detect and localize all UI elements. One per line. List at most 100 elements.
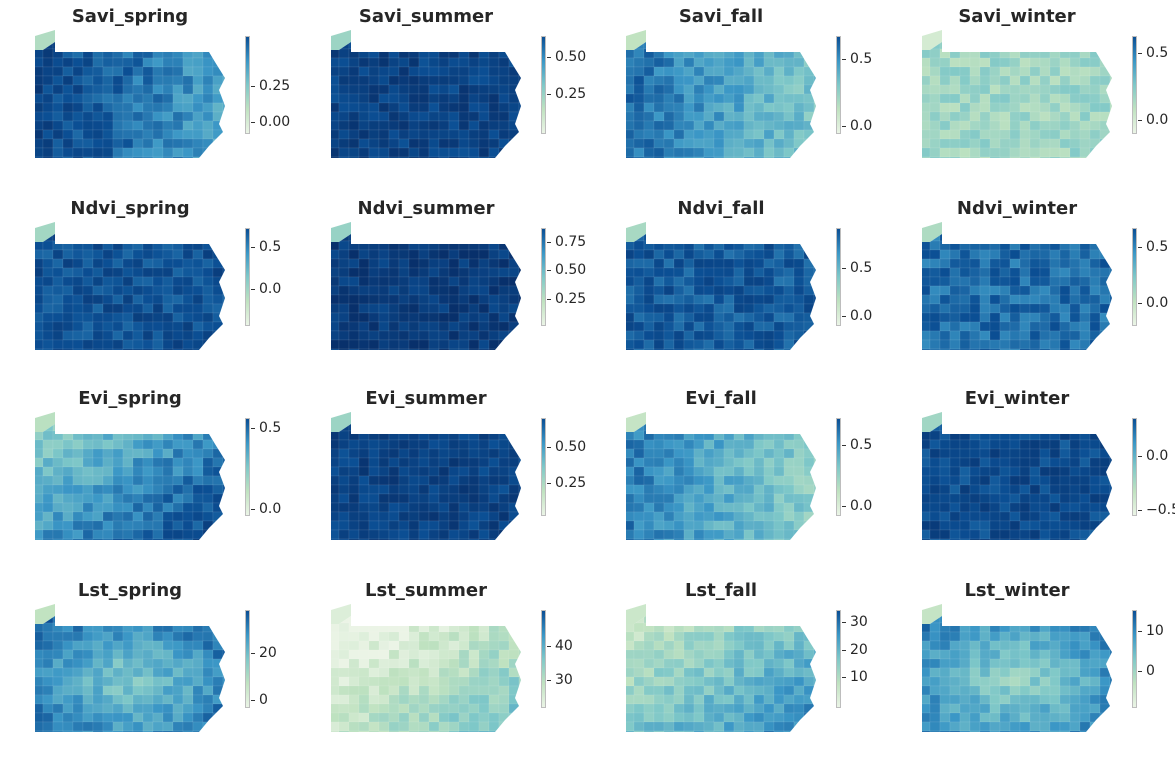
map-panel: Lst_winter 10 0	[902, 574, 1175, 764]
map-panel: Evi_fall 0.5 0.0	[606, 382, 902, 572]
state-choropleth-map	[331, 222, 521, 350]
lake-erie-tip	[35, 222, 55, 242]
colorbar-tick-label: 0.5	[259, 239, 282, 255]
panel-title: Savi_fall	[678, 6, 764, 27]
colorbar	[836, 610, 841, 708]
state-choropleth-map	[35, 222, 225, 350]
colorbar-tick-label: 0.00	[259, 114, 291, 130]
map-panel: Lst_fall 30 20 10	[606, 574, 902, 764]
panel-title: Evi_fall	[685, 388, 757, 409]
lake-erie-tip	[331, 30, 351, 50]
colorbar-tick-label: 20	[259, 645, 277, 661]
colorbar-tick-label: 0.0	[1146, 295, 1169, 311]
lake-erie-tip	[922, 222, 942, 242]
colorbar-tick-label: 0.5	[1146, 239, 1169, 255]
lake-erie-tip	[35, 412, 55, 432]
colorbar-tick-label: 0.25	[555, 291, 587, 307]
lake-erie-tip	[35, 604, 55, 624]
colorbar	[1132, 610, 1137, 708]
colorbar-tick-label: 0	[1146, 663, 1155, 679]
lake-erie-tip	[626, 222, 646, 242]
colorbar	[541, 36, 546, 134]
state-choropleth-map	[626, 412, 816, 540]
colorbar-tick-label: 0.50	[555, 262, 587, 278]
colorbar	[245, 36, 250, 134]
panel-title: Evi_summer	[365, 388, 487, 409]
colorbar-tick-label: 0.25	[555, 86, 587, 102]
map-panel: Lst_spring 20 0	[15, 574, 311, 764]
colorbar-tick-label: 0.5	[1146, 45, 1169, 61]
map-panel: Savi_winter 0.5 0.0	[902, 0, 1175, 190]
colorbar-tick-label: 0.0	[259, 501, 282, 517]
state-choropleth-map	[626, 30, 816, 158]
colorbar-tick-label: 30	[850, 614, 868, 630]
state-choropleth-map	[35, 604, 225, 732]
map-panel: Ndvi_fall 0.5 0.0	[606, 192, 902, 382]
colorbar-tick-label: 0.50	[555, 439, 587, 455]
map-panel: Savi_spring 0.25 0.00	[15, 0, 311, 190]
lake-erie-tip	[626, 412, 646, 432]
state-choropleth-map	[922, 222, 1112, 350]
lake-erie-tip	[626, 30, 646, 50]
lake-erie-tip	[331, 222, 351, 242]
state-choropleth-map	[626, 222, 816, 350]
map-panel: Ndvi_spring 0.5 0.0	[15, 192, 311, 382]
colorbar-tick-label: 0.5	[850, 260, 873, 276]
colorbar-tick-label: 10	[1146, 623, 1164, 639]
panel-title: Lst_summer	[365, 580, 487, 601]
colorbar	[1132, 228, 1137, 326]
colorbar-tick-label: −0.5	[1146, 502, 1175, 518]
colorbar-tick-label: 0.75	[555, 234, 587, 250]
panel-title: Ndvi_fall	[677, 198, 765, 219]
panel-title: Evi_spring	[78, 388, 182, 409]
state-choropleth-map	[922, 604, 1112, 732]
colorbar	[245, 228, 250, 326]
colorbar-tick-label: 0.50	[555, 49, 587, 65]
colorbar-tick-label: 0.5	[850, 437, 873, 453]
colorbar-tick-label: 0.25	[555, 475, 587, 491]
state-choropleth-map	[35, 30, 225, 158]
colorbar-tick-label: 40	[555, 638, 573, 654]
colorbar	[245, 610, 250, 708]
lake-erie-tip	[626, 604, 646, 624]
state-choropleth-map	[626, 604, 816, 732]
colorbar-tick-label: 0.0	[850, 498, 873, 514]
colorbar-tick-label: 0.25	[259, 78, 291, 94]
colorbar	[1132, 418, 1137, 516]
colorbar	[541, 610, 546, 708]
state-choropleth-map	[922, 30, 1112, 158]
panel-title: Ndvi_summer	[357, 198, 495, 219]
colorbar	[541, 228, 546, 326]
colorbar-tick-label: 0.0	[850, 308, 873, 324]
colorbar	[541, 418, 546, 516]
colorbar-tick-label: 20	[850, 642, 868, 658]
panel-title: Lst_fall	[684, 580, 758, 601]
colorbar-tick-label: 0.0	[1146, 112, 1169, 128]
lake-erie-tip	[922, 412, 942, 432]
panel-title: Lst_winter	[964, 580, 1070, 601]
state-choropleth-map	[331, 412, 521, 540]
lake-erie-tip	[922, 604, 942, 624]
colorbar	[1132, 36, 1137, 134]
map-panel: Ndvi_summer 0.75 0.50 0.25	[311, 192, 607, 382]
colorbar-tick-label: 0.0	[850, 118, 873, 134]
map-panel: Lst_summer 40 30	[311, 574, 607, 764]
panel-title: Lst_spring	[77, 580, 183, 601]
colorbar	[245, 418, 250, 516]
lake-erie-tip	[331, 412, 351, 432]
colorbar	[836, 36, 841, 134]
colorbar-tick-label: 0.5	[850, 51, 873, 67]
panel-title: Savi_winter	[958, 6, 1076, 27]
map-panel: Savi_fall 0.5 0.0	[606, 0, 902, 190]
state-choropleth-map	[922, 412, 1112, 540]
map-panel: Evi_spring 0.5 0.0	[15, 382, 311, 572]
lake-erie-tip	[35, 30, 55, 50]
colorbar-tick-label: 0	[259, 692, 268, 708]
colorbar-tick-label: 10	[850, 669, 868, 685]
colorbar-tick-label: 0.0	[259, 281, 282, 297]
lake-erie-tip	[922, 30, 942, 50]
panel-title: Savi_summer	[358, 6, 494, 27]
map-panel: Evi_winter 0.0 −0.5	[902, 382, 1175, 572]
lake-erie-tip	[331, 604, 351, 624]
